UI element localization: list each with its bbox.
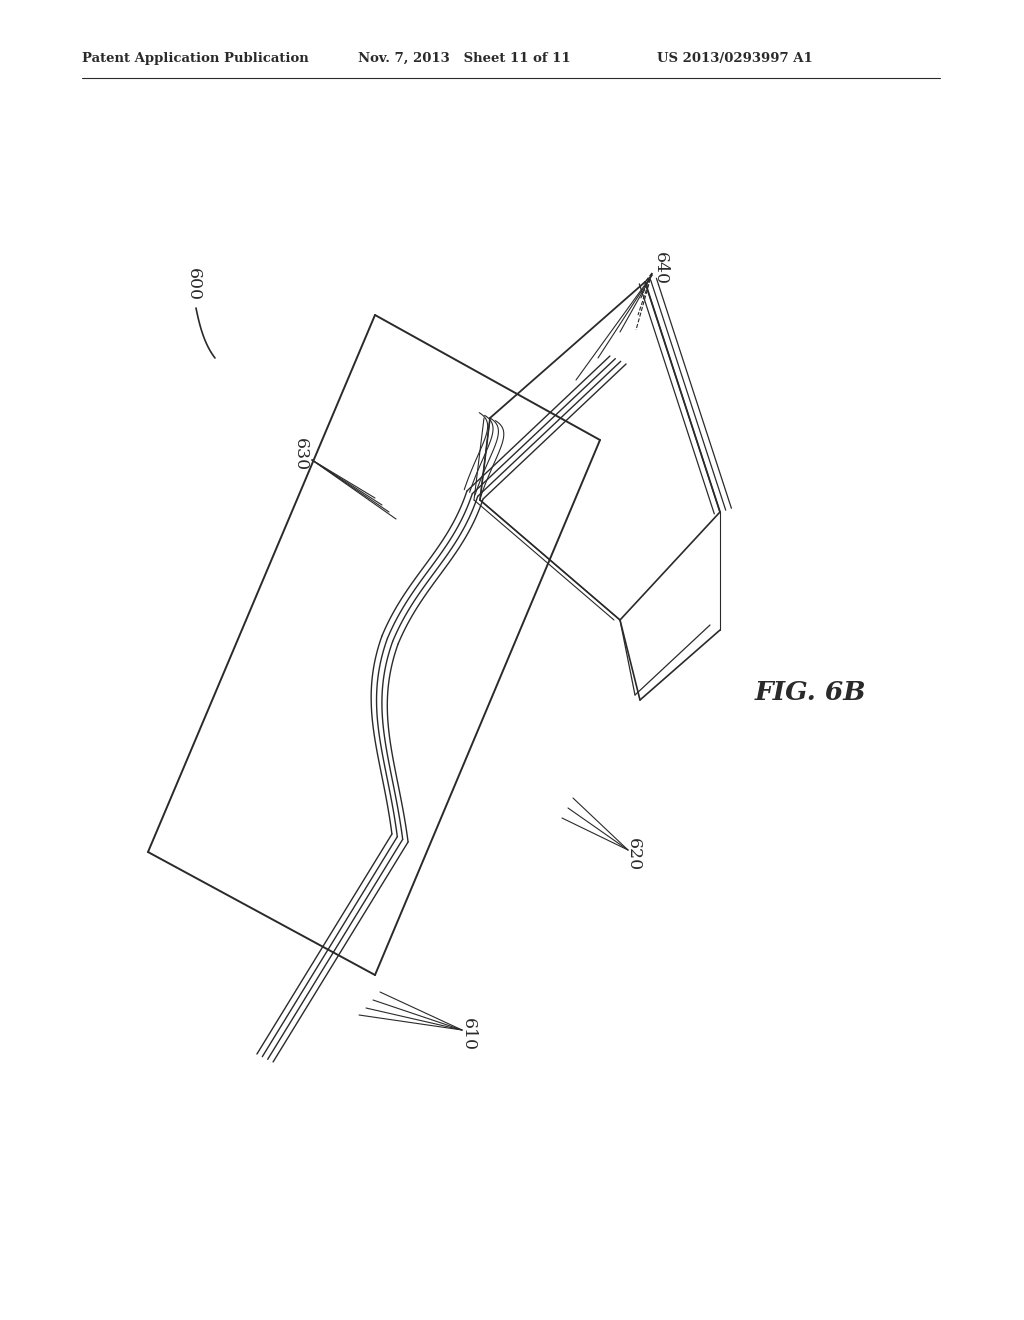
Text: 600: 600 — [184, 268, 202, 301]
Text: Patent Application Publication: Patent Application Publication — [82, 51, 309, 65]
Text: 610: 610 — [460, 1019, 476, 1052]
Text: 640: 640 — [651, 252, 669, 285]
Text: US 2013/0293997 A1: US 2013/0293997 A1 — [657, 51, 813, 65]
Text: 630: 630 — [292, 438, 308, 471]
Text: FIG. 6B: FIG. 6B — [755, 680, 866, 705]
Text: 620: 620 — [625, 838, 641, 871]
Text: Nov. 7, 2013   Sheet 11 of 11: Nov. 7, 2013 Sheet 11 of 11 — [358, 51, 570, 65]
